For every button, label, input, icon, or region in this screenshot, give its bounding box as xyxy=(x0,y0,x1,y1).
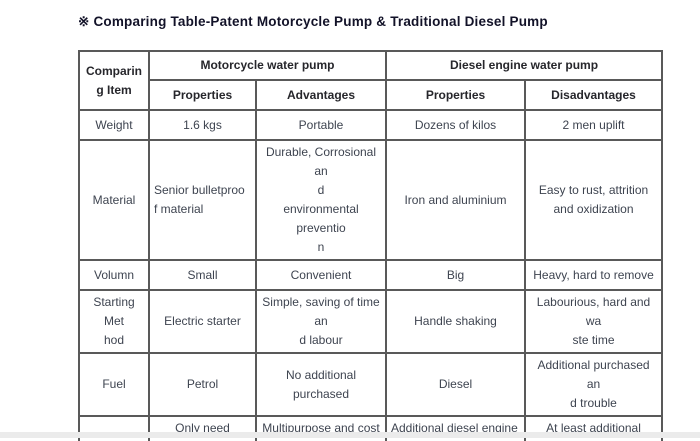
header-motorcycle-group: Motorcycle water pump xyxy=(148,50,387,81)
cell-moto-properties: 1.6 kgs xyxy=(148,109,257,141)
row-label: Weight xyxy=(78,109,150,141)
table-row-material: Material Senior bulletproo f material Du… xyxy=(78,139,664,261)
cell-diesel-properties: Big xyxy=(385,259,526,291)
cell-moto-properties: Senior bulletproo f material xyxy=(148,139,257,261)
table-row-volumn: Volumn Small Convenient Big Heavy, hard … xyxy=(78,259,664,291)
cell-moto-advantages: Portable xyxy=(255,109,387,141)
cell-diesel-disadvantages: Heavy, hard to remove xyxy=(523,259,664,291)
cell-diesel-properties: Diesel xyxy=(385,352,526,417)
cell-moto-properties: Electric starter xyxy=(148,289,257,354)
comparison-table: Comparin g Item Motorcycle water pump Di… xyxy=(78,50,664,441)
cell-moto-advantages: Convenient xyxy=(255,259,387,291)
table-row-weight: Weight 1.6 kgs Portable Dozens of kilos … xyxy=(78,109,664,141)
cell-moto-properties: Petrol xyxy=(148,352,257,417)
cell-moto-advantages: Simple, saving of time an d labour xyxy=(255,289,387,354)
page-title: ※ Comparing Table-Patent Motorcycle Pump… xyxy=(78,14,548,29)
cell-moto-advantages: Durable, Corrosional an d environmental … xyxy=(255,139,387,261)
header-sub-row: Properties Advantages Properties Disadva… xyxy=(79,79,664,111)
cell-moto-properties: Small xyxy=(148,259,257,291)
cell-diesel-disadvantages: 2 men uplift xyxy=(523,109,664,141)
cell-diesel-properties: Dozens of kilos xyxy=(385,109,526,141)
cell-diesel-disadvantages: Additional purchased an d trouble xyxy=(523,352,664,417)
header-diesel-group: Diesel engine water pump xyxy=(384,50,664,81)
header-diesel-disadvantages: Disadvantages xyxy=(523,79,664,111)
cell-diesel-properties: Iron and aluminium xyxy=(385,139,526,261)
row-label: Starting Met hod xyxy=(78,289,150,354)
header-moto-properties: Properties xyxy=(148,79,257,111)
header-comparing-item: Comparin g Item xyxy=(78,50,150,111)
header-moto-advantages: Advantages xyxy=(255,79,387,111)
cell-diesel-properties: Handle shaking xyxy=(385,289,526,354)
table-row-fuel: Fuel Petrol No additional purchased Dies… xyxy=(78,352,664,417)
header-group-row: Comparin g Item Motorcycle water pump Di… xyxy=(78,50,664,111)
bottom-divider xyxy=(0,432,700,438)
cell-diesel-disadvantages: Labourious, hard and wa ste time xyxy=(523,289,664,354)
row-label: Volumn xyxy=(78,259,150,291)
header-diesel-properties: Properties xyxy=(385,79,526,111)
row-label: Fuel xyxy=(78,352,150,417)
cell-diesel-disadvantages: Easy to rust, attrition and oxidization xyxy=(523,139,664,261)
table-row-starting-method: Starting Met hod Electric starter Simple… xyxy=(78,289,664,354)
cell-moto-advantages: No additional purchased xyxy=(255,352,387,417)
row-label: Material xyxy=(78,139,150,261)
